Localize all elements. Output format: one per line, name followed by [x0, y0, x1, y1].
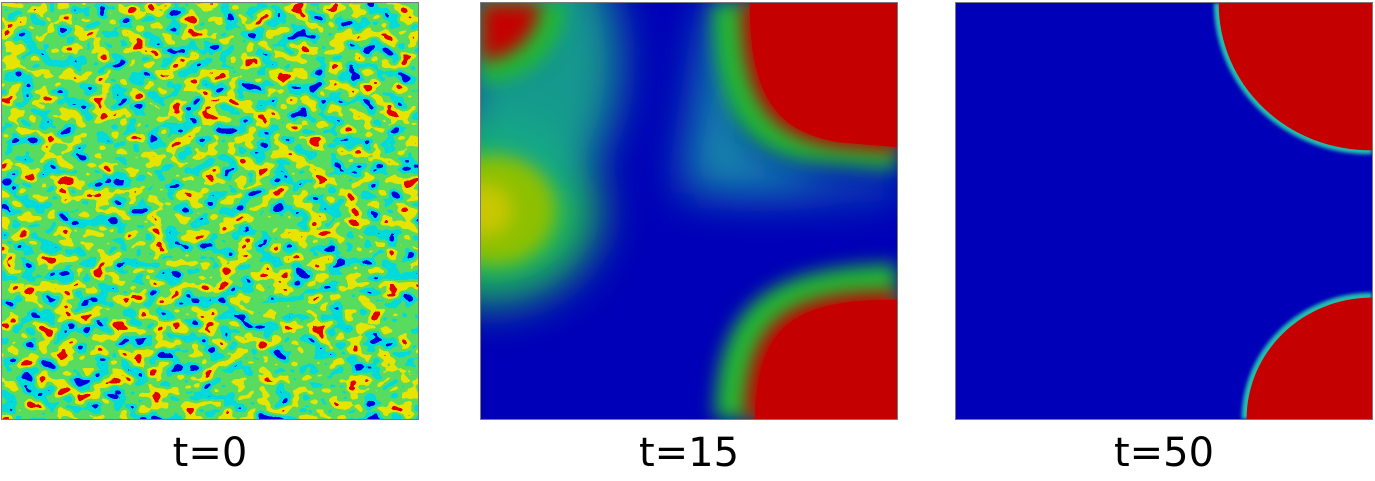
noise-field-image	[2, 3, 418, 419]
caption-t0: t=0	[172, 430, 248, 476]
phase-field-panel-t50	[955, 2, 1373, 420]
caption-t15: t=15	[638, 430, 740, 476]
sharp-field-image	[956, 3, 1372, 419]
diffuse-field-image	[481, 3, 897, 419]
caption-t50: t=50	[1113, 430, 1215, 476]
phase-field-panel-t15	[480, 2, 898, 420]
phase-field-panel-t0	[1, 2, 419, 420]
